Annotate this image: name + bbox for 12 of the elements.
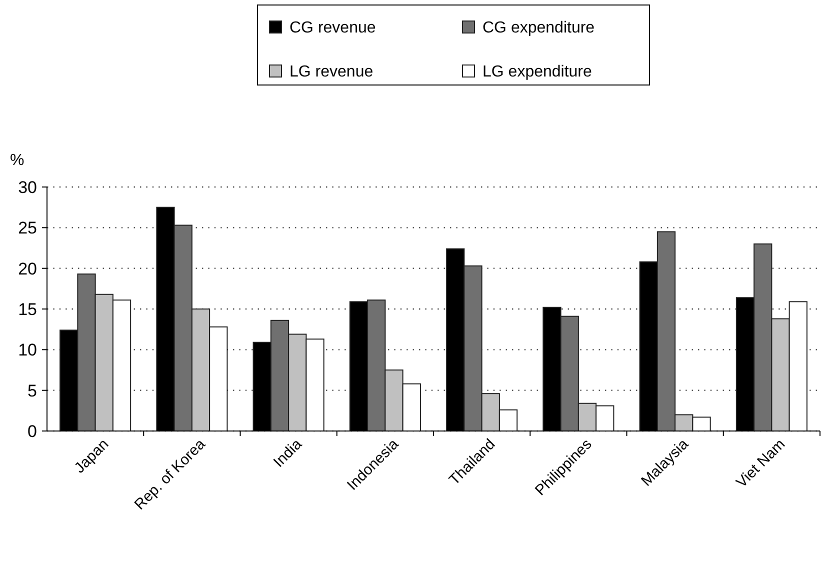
y-tick-label: 25 — [18, 218, 37, 238]
y-tick-label: 0 — [28, 422, 37, 441]
y-tick-label: 30 — [18, 178, 37, 197]
legend-label: CG expenditure — [482, 20, 595, 37]
legend-label: LG expenditure — [482, 64, 592, 81]
legend-label: CG revenue — [290, 20, 376, 37]
y-tick-label: 10 — [18, 340, 37, 360]
legend-label: LG revenue — [290, 64, 374, 81]
y-axis-title: % — [10, 152, 24, 169]
y-tick-label: 5 — [28, 381, 37, 400]
y-tick-label: 20 — [18, 259, 37, 278]
y-tick-label: 15 — [18, 300, 37, 319]
